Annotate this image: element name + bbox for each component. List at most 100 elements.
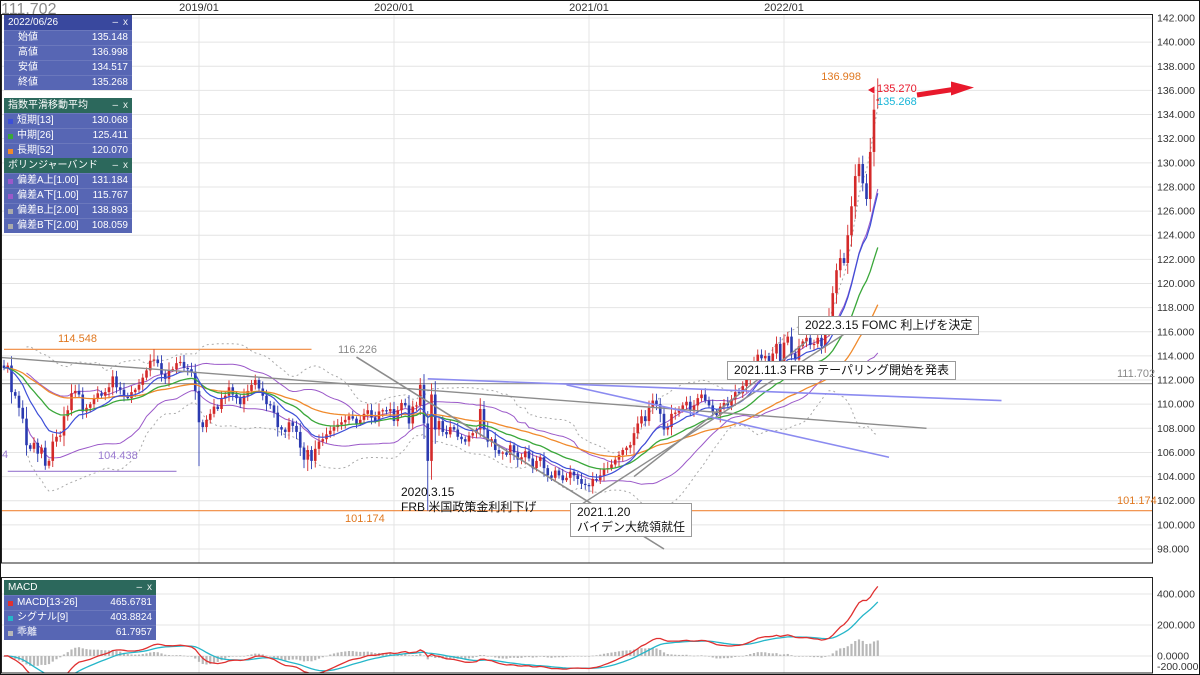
minimize-icon[interactable]: – [112, 160, 118, 171]
legend-value: 135.148 [91, 32, 128, 43]
annotation-fomc-text: 2022.3.15 FOMC 利上げを決定 [805, 318, 973, 332]
series-color-marker [8, 630, 13, 636]
annotation-taper-text: 2021.11.3 FRB テーパリング開始を発表 [734, 363, 950, 377]
legend-value: 115.767 [92, 190, 128, 201]
series-color-marker [8, 118, 13, 124]
line-label-104438: 104.438 [98, 450, 138, 462]
panel-ohlc-row: 安値 134.517 [4, 60, 132, 75]
panel-ema-row: 短期[13] 130.068 [4, 113, 132, 128]
line-label-101174-mid: 101.174 [345, 513, 385, 525]
y-axis-label: 136.000 [1157, 85, 1195, 97]
legend-value: 136.998 [91, 47, 128, 58]
price-marker-close: 135.268 [877, 96, 917, 108]
macd-rows: MACD[13-26] 465.6781 シグナル[9] 403.8824 乖離 61.7… [4, 595, 156, 640]
series-color-marker [8, 133, 13, 139]
y-axis-label: 118.000 [1157, 302, 1194, 314]
trend-line [2, 356, 927, 430]
line-label-101174-axis: 101.174 [1117, 495, 1157, 507]
panel-boll-row: 偏差B下[2.00] 108.059 [4, 218, 132, 233]
ema-mid-line [3, 247, 879, 470]
series-color-marker [8, 615, 13, 621]
line-label-111702-axis: 111.702 [1, 1, 57, 18]
y-axis-label: 100.000 [1157, 519, 1195, 531]
macd-plot-area [2, 585, 879, 673]
macd-panel-header[interactable]: MACD – x [4, 580, 156, 595]
y-axis-label: 102.000 [1157, 495, 1195, 507]
bollinger-rows: 偏差A上[1.00] 131.184 偏差A下[1.00] 115.767 偏差B上[2… [4, 173, 132, 233]
series-color-marker [8, 178, 13, 184]
legend-label: 終値 [18, 77, 38, 88]
candlesticks [2, 78, 880, 511]
minimize-icon[interactable]: – [136, 582, 142, 593]
y-axis-label: 130.000 [1157, 157, 1195, 169]
legend-value: 125.411 [92, 130, 128, 141]
price-pointer-icon [868, 86, 875, 94]
close-icon[interactable]: x [147, 582, 152, 593]
y-axis-label: 106.000 [1157, 447, 1195, 459]
legend-label: 偏差B下[2.00] [17, 220, 79, 231]
x-axis-label: 2021/01 [569, 2, 609, 14]
close-icon[interactable]: x [123, 100, 128, 111]
trend-line [573, 321, 864, 510]
line-label-111702: 111.702 [1117, 368, 1156, 380]
legend-value: 134.517 [91, 62, 128, 73]
series-color-marker [8, 148, 13, 154]
annotation-biden-line2: バイデン大統領就任 [577, 520, 686, 534]
close-icon[interactable]: x [123, 17, 128, 28]
legend-value: 120.070 [91, 145, 128, 156]
trend-arrow-shaft [916, 87, 954, 98]
y-axis-label: 104.000 [1157, 471, 1195, 483]
chart-overlay [1, 14, 1153, 674]
ohlc-panel-header[interactable]: 2022/06/26 – x [4, 15, 132, 30]
legend-label: MACD[13-26] [17, 597, 78, 608]
legend-value: 61.7957 [115, 627, 152, 638]
ohlc-legend-panel: 2022/06/26 – x 始値 135.148 高値 136.998 安値 134.5… [4, 15, 132, 90]
legend-label: 中期[26] [17, 130, 54, 141]
bollinger-upper-1sigma-line [26, 188, 879, 463]
legend-label: 始値 [18, 32, 38, 43]
minimize-icon[interactable]: – [112, 17, 118, 28]
ema-short-line [3, 193, 879, 478]
panel-boll-row: 偏差A上[1.00] 131.184 [4, 173, 132, 188]
bollinger-upper-2sigma-line [26, 107, 879, 454]
series-color-marker [8, 208, 13, 214]
annotation-biden-line1: 2021.1.20 [577, 505, 631, 519]
y-axis-label: 116.000 [1157, 326, 1194, 338]
series-color-marker [8, 193, 13, 199]
bollinger-lower-1sigma-line [26, 352, 879, 485]
annotation-ratecut-line1: 2020.3.15 [401, 485, 455, 499]
panel-ema-row: 中期[26] 125.411 [4, 128, 132, 143]
line-label-114548: 114.548 [58, 333, 97, 345]
annotation-taper: 2021.11.3 FRB テーパリング開始を発表 [727, 361, 957, 380]
y-axis-label: -200.000 [1157, 661, 1199, 673]
main-plot-area [2, 78, 1152, 550]
annotation-ratecut: 2020.3.15 FRB 米国政策金利利下げ [401, 485, 536, 515]
legend-label: 偏差A下[1.00] [17, 190, 79, 201]
bollinger-panel-title: ボリンジャーバンド [8, 160, 98, 171]
trend-arrow-head-icon [951, 81, 974, 96]
panel-ohlc-row: 始値 135.148 [4, 30, 132, 45]
y-axis-label: 400.000 [1157, 589, 1195, 601]
legend-value: 403.8824 [110, 612, 152, 623]
price-marker-high: 136.998 [821, 71, 861, 83]
macd-histogram [2, 639, 879, 666]
bollinger-panel-header[interactable]: ボリンジャーバンド – x [4, 158, 132, 173]
y-axis-label: 142.000 [1157, 13, 1195, 25]
close-icon[interactable]: x [123, 160, 128, 171]
y-axis-label: 126.000 [1157, 206, 1195, 218]
y-axis-label: 0.0000 [1157, 651, 1189, 663]
legend-value: 108.059 [91, 220, 128, 231]
series-color-marker [8, 223, 13, 229]
ema-panel-header[interactable]: 指数平滑移動平均 – x [4, 98, 132, 113]
minimize-icon[interactable]: – [112, 100, 118, 111]
macd-signal-line [4, 601, 879, 673]
trend-line [427, 378, 1002, 402]
y-axis-label: 132.000 [1157, 133, 1195, 145]
panel-macd-row: シグナル[9] 403.8824 [4, 610, 156, 625]
y-axis-label: 140.000 [1157, 37, 1195, 49]
macd-panel-title: MACD [8, 582, 38, 593]
legend-value: 135.268 [91, 77, 128, 88]
